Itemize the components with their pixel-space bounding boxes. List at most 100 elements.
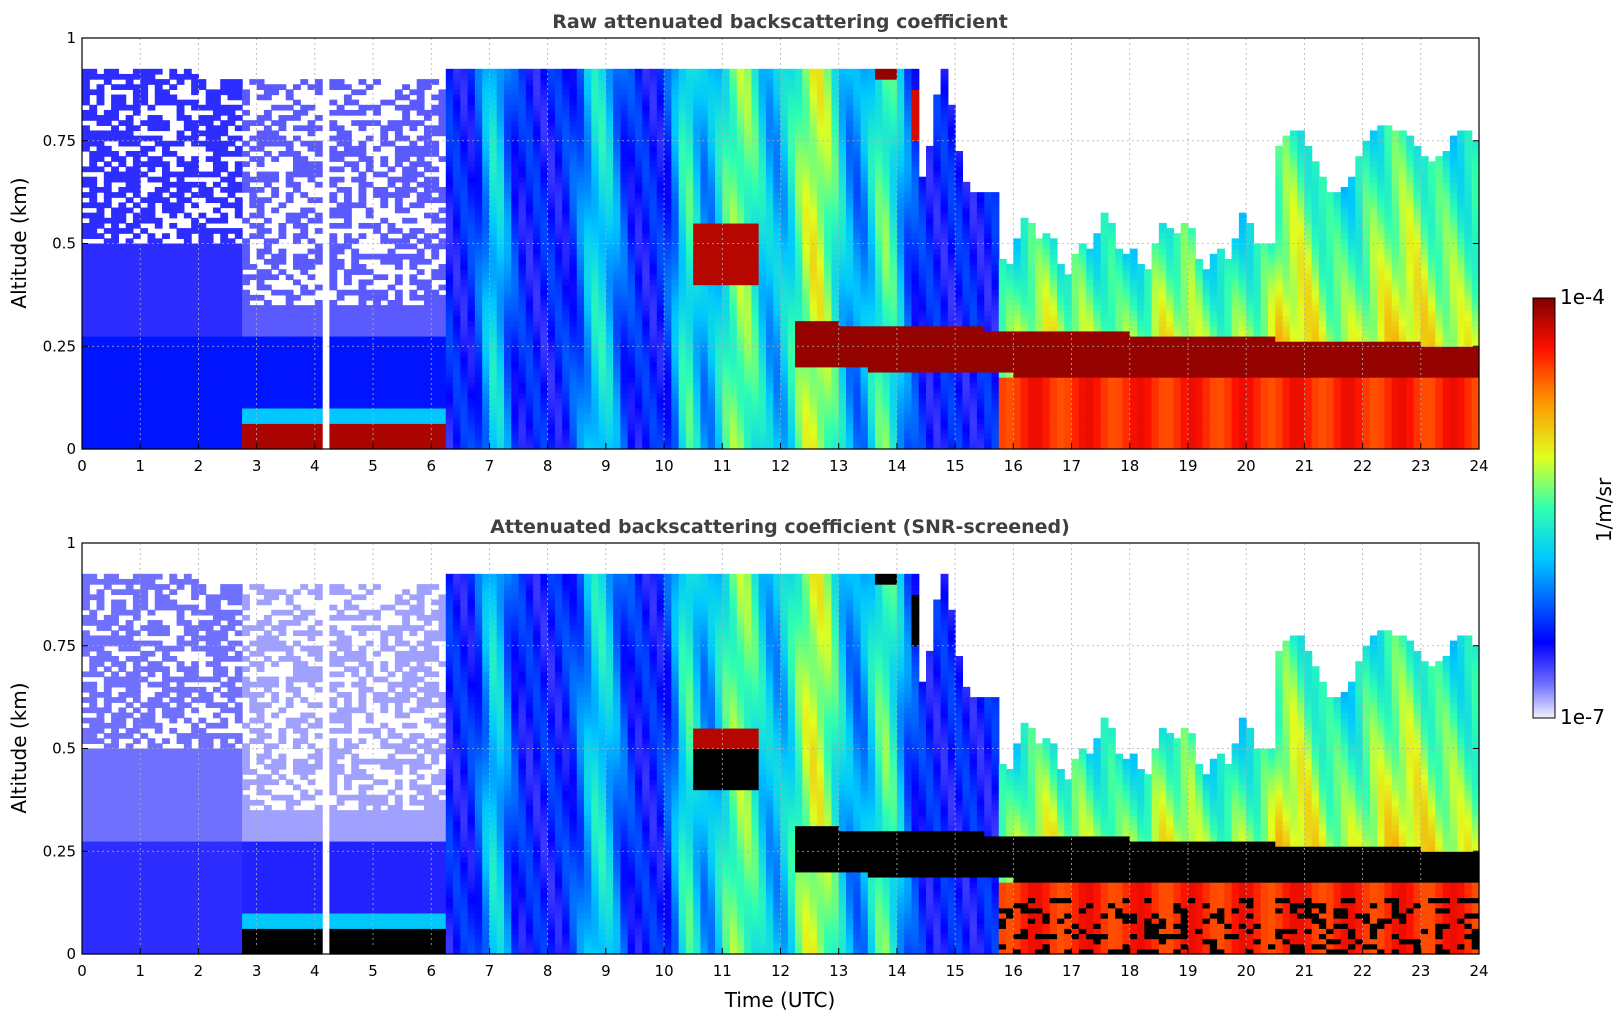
heatmap-cell [416,258,425,265]
heatmap-cell [634,279,643,286]
heatmap-cell [358,222,367,229]
heatmap-cell [365,397,374,404]
heatmap-cell [256,366,265,373]
heatmap-cell [82,228,90,234]
heatmap-cell [438,89,447,96]
heatmap-cell [460,294,469,301]
heatmap-cell [358,186,367,193]
heatmap-cell [227,104,236,111]
heatmap-cell [147,413,156,419]
heatmap-cell [460,84,469,90]
heatmap-cell [380,341,389,347]
heatmap-cell [474,366,483,373]
heatmap-cell [547,305,556,311]
heatmap-cell [307,330,316,337]
heatmap-cell [554,397,563,404]
heatmap-cell [103,315,112,322]
heatmap-cell [271,438,280,445]
heatmap-cell [453,125,461,132]
heatmap-cell [482,366,491,373]
heatmap-cell [489,120,498,126]
heatmap-cell [605,130,614,137]
heatmap-cell [598,233,607,239]
heatmap-cell [460,73,469,80]
heatmap-cell [373,171,381,178]
heatmap-cell [343,433,352,440]
heatmap-cell [511,186,520,193]
heatmap-cell [336,310,345,317]
heatmap-cell [613,423,622,430]
heatmap-cell [300,104,309,111]
heatmap-cell [591,192,600,198]
heatmap-cell [554,310,563,317]
heatmap-cell [162,89,170,96]
heatmap-cell [540,181,549,188]
heatmap-cell [329,433,338,440]
heatmap-cell [634,125,643,132]
heatmap-cell [409,264,418,270]
heatmap-cell [416,294,425,301]
heatmap-cell [525,284,534,291]
heatmap-cell [474,382,483,388]
heatmap-cell [147,361,156,368]
heatmap-cell [140,423,149,430]
heatmap-cell [183,310,192,317]
heatmap-cell [380,325,389,332]
heatmap-cell [453,120,461,126]
heatmap-cell [380,346,389,352]
heatmap-cell [482,289,491,296]
heatmap-cell [147,377,156,383]
heatmap-cell [627,330,636,337]
heatmap-cell [511,94,520,101]
heatmap-cell [263,377,272,383]
heatmap-cell [82,140,90,147]
heatmap-cell [656,140,665,147]
heatmap-cell [547,289,556,296]
heatmap-cell [496,330,505,337]
heatmap-cell [140,79,149,85]
heatmap-cell [496,310,505,317]
heatmap-cell [212,413,221,419]
heatmap-cell [656,392,665,399]
heatmap-cell [256,202,265,209]
heatmap-cell [300,228,309,234]
heatmap-cell [664,207,672,214]
heatmap-cell [343,217,352,224]
heatmap-cell [562,438,571,445]
heatmap-cell [496,315,505,322]
heatmap-cell [154,366,163,373]
heatmap-cell [525,289,534,296]
heatmap-cell [227,315,236,322]
heatmap-cell [365,315,374,322]
heatmap-cell [584,238,592,245]
heatmap-cell [540,115,549,121]
heatmap-cell [511,397,520,404]
heatmap-cell [198,228,207,234]
heatmap-cell [147,68,156,75]
heatmap-cell [242,125,250,132]
heatmap-cell [496,115,505,121]
heatmap-cell [307,356,316,363]
heatmap-cell [358,397,367,404]
heatmap-cell [511,217,520,224]
heatmap-cell [365,325,374,332]
heatmap-cell [445,217,454,224]
heatmap-cell [504,294,512,301]
heatmap-cell [242,413,250,419]
heatmap-cell [147,202,156,209]
heatmap-cell [198,186,207,193]
heatmap-cell [634,433,643,440]
heatmap-cell [627,413,636,419]
heatmap-cell [518,443,527,450]
heatmap-cell [664,392,672,399]
heatmap-cell [584,243,592,250]
heatmap-cell [191,294,200,301]
heatmap-cell [591,212,600,219]
heatmap-cell [82,346,90,352]
heatmap-cell [525,202,534,209]
heatmap-cell [489,243,498,250]
heatmap-cell [525,351,534,358]
heatmap-cell [118,387,127,394]
heatmap-cell [474,438,483,445]
heatmap-cell [314,330,323,337]
